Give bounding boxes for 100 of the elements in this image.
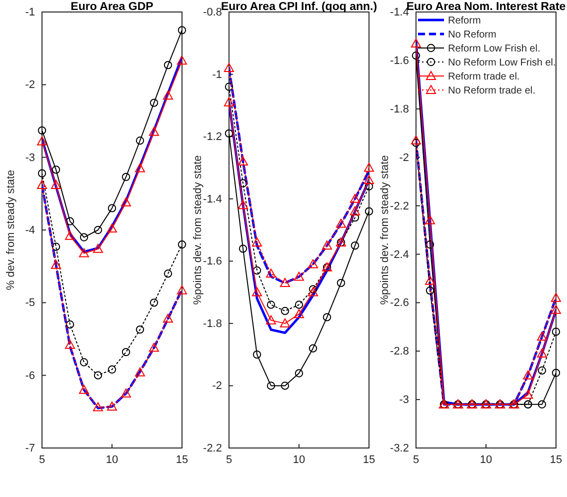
point bbox=[551, 304, 561, 314]
point bbox=[150, 98, 158, 107]
point bbox=[52, 242, 60, 251]
point bbox=[411, 135, 421, 144]
point bbox=[252, 287, 262, 296]
y-tick-label: -3 bbox=[25, 152, 35, 164]
point bbox=[308, 285, 318, 294]
point bbox=[364, 175, 374, 184]
point bbox=[108, 204, 116, 212]
point bbox=[177, 56, 187, 65]
point bbox=[224, 63, 234, 72]
point bbox=[425, 215, 435, 224]
point bbox=[122, 348, 130, 356]
y-tick-label: -1.8 bbox=[203, 318, 222, 330]
point bbox=[280, 278, 290, 287]
y-tick-label: -2 bbox=[212, 380, 222, 392]
point bbox=[121, 197, 131, 206]
point bbox=[412, 52, 420, 60]
point bbox=[164, 270, 172, 278]
point bbox=[238, 200, 248, 210]
point bbox=[280, 318, 290, 328]
point bbox=[107, 402, 117, 411]
point bbox=[164, 60, 172, 70]
point bbox=[266, 382, 276, 390]
x-tick-label: 5 bbox=[38, 454, 46, 466]
point bbox=[350, 194, 360, 203]
point bbox=[38, 169, 46, 178]
point bbox=[238, 179, 248, 188]
y-tick-label: -4 bbox=[25, 224, 35, 237]
point bbox=[266, 268, 276, 278]
point bbox=[280, 306, 290, 316]
point bbox=[252, 237, 262, 246]
y-tick-label: -2 bbox=[25, 79, 35, 92]
point bbox=[150, 298, 158, 307]
point bbox=[80, 358, 88, 366]
point bbox=[252, 266, 262, 275]
point bbox=[238, 156, 248, 166]
point bbox=[79, 248, 89, 258]
point bbox=[552, 328, 560, 336]
point bbox=[552, 368, 560, 378]
point bbox=[51, 180, 61, 189]
point bbox=[425, 276, 435, 285]
point bbox=[94, 371, 102, 380]
point bbox=[364, 207, 374, 216]
y-tick-label: -5 bbox=[25, 297, 35, 310]
y-tick-label: -1 bbox=[25, 6, 35, 19]
point bbox=[51, 260, 61, 269]
x-tick-label: 15 bbox=[362, 454, 376, 466]
point bbox=[294, 272, 304, 281]
point bbox=[66, 217, 74, 226]
legend-label: No Reform trade el. bbox=[448, 86, 536, 96]
point bbox=[224, 82, 234, 91]
y-tick-label: -2.6 bbox=[390, 297, 409, 310]
point bbox=[523, 370, 533, 380]
point bbox=[538, 400, 546, 408]
point bbox=[107, 224, 117, 233]
point bbox=[122, 172, 130, 182]
x-tick-label: 5 bbox=[226, 454, 232, 466]
y-tick-label: -3.2 bbox=[390, 442, 409, 455]
y-axis-title: %points dev. from steady state bbox=[379, 155, 391, 305]
point bbox=[52, 166, 60, 174]
x-tick-label: 15 bbox=[550, 454, 562, 466]
point bbox=[65, 230, 75, 240]
point bbox=[294, 300, 304, 309]
point bbox=[65, 340, 75, 349]
point bbox=[94, 226, 102, 234]
point bbox=[135, 367, 145, 376]
point bbox=[551, 292, 561, 302]
point bbox=[224, 97, 234, 106]
y-tick-label: -1.8 bbox=[390, 103, 409, 116]
point bbox=[364, 182, 374, 190]
point bbox=[364, 162, 374, 172]
point bbox=[538, 366, 546, 375]
point bbox=[37, 136, 47, 146]
point bbox=[79, 384, 89, 394]
point bbox=[537, 348, 547, 358]
point bbox=[350, 241, 360, 250]
y-tick-label: -6 bbox=[25, 370, 35, 382]
y-tick-label: -3 bbox=[399, 394, 409, 406]
y-tick-label: -1.6 bbox=[390, 54, 409, 67]
legend-label: No Reform bbox=[448, 30, 496, 40]
point bbox=[280, 382, 290, 390]
point bbox=[121, 388, 131, 398]
x-tick-label: 10 bbox=[480, 454, 492, 466]
point bbox=[308, 344, 318, 352]
y-tick-label: -2.2 bbox=[203, 442, 222, 455]
point bbox=[136, 325, 144, 334]
y-axis-title: %points dev. from steady state bbox=[192, 155, 204, 305]
point bbox=[308, 287, 318, 296]
y-tick-label: -2.2 bbox=[390, 200, 409, 212]
point bbox=[336, 218, 346, 228]
legend-label: Reform trade el. bbox=[448, 72, 520, 82]
point bbox=[412, 138, 420, 147]
y-tick-label: -1.4 bbox=[203, 193, 222, 206]
x-tick-label: 15 bbox=[176, 454, 188, 466]
x-tick-label: 5 bbox=[412, 454, 420, 466]
point bbox=[66, 320, 74, 329]
point bbox=[149, 126, 159, 136]
point bbox=[294, 369, 304, 378]
point bbox=[163, 314, 173, 323]
